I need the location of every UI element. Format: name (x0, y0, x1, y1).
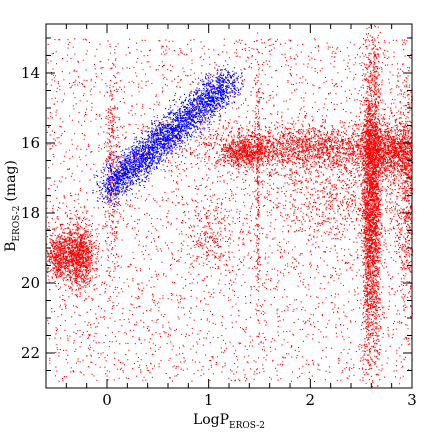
y-tick-label: 22 (21, 344, 40, 362)
x-tick-label: 3 (407, 391, 417, 409)
x-axis-label-main: LogP (193, 412, 229, 428)
y-tick-label: 20 (21, 274, 40, 292)
y-axis-label-subscript: EROS-2 (12, 206, 22, 242)
y-tick-label: 18 (21, 204, 40, 222)
x-tick-label: 2 (306, 391, 316, 409)
x-tick-label: 0 (102, 391, 112, 409)
tick-labels-layer: 0 1 2 3 14 16 18 20 22 (21, 64, 417, 409)
plot-frame (45, 23, 413, 389)
ticks-layer (45, 24, 413, 389)
y-axis-label-main: B (3, 242, 19, 252)
y-tick-label: 14 (21, 64, 40, 82)
series-0-points (46, 24, 414, 388)
points-layer (46, 24, 414, 388)
y-axis-label: BEROS-2 (mag) (3, 160, 22, 252)
y-axis-label-unit: (mag) (3, 160, 19, 202)
x-axis-label: LogPEROS-2 (193, 412, 265, 431)
x-axis-label-subscript: EROS-2 (229, 421, 265, 431)
series-1-points (92, 64, 252, 208)
x-tick-label: 1 (204, 391, 214, 409)
y-tick-label: 16 (21, 134, 40, 152)
